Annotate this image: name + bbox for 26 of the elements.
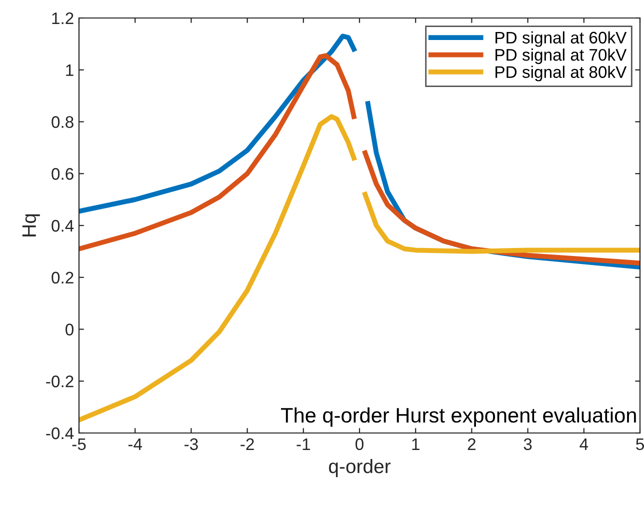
legend-label: PD signal at 60kV	[496, 31, 627, 47]
x-tick-label: -4	[128, 438, 142, 450]
y-tick-label: 0.4	[52, 220, 74, 232]
x-tick-label: -2	[240, 438, 254, 450]
y-tick-label: 0.6	[52, 168, 74, 180]
x-tick-label: 1	[412, 438, 420, 450]
x-tick-label: 0	[356, 438, 364, 450]
y-axis-title: Hq	[22, 214, 40, 236]
x-tick-label: 5	[636, 438, 644, 450]
y-tick-label: 0.8	[52, 116, 74, 128]
x-tick-label: 3	[524, 438, 532, 450]
x-tick-label: -3	[184, 438, 198, 450]
legend-label: PD signal at 80kV	[496, 66, 627, 82]
x-axis-title: q-order	[328, 458, 391, 478]
y-tick-label: 1	[66, 64, 74, 76]
x-tick-label: 2	[468, 438, 476, 450]
x-tick-label: 4	[580, 438, 588, 450]
legend-label: PD signal at 70kV	[496, 48, 627, 64]
annotation: The q-order Hurst exponent evaluation	[281, 407, 636, 427]
y-tick-label: 1.2	[52, 12, 74, 24]
x-tick-label: -5	[72, 438, 86, 450]
y-tick-label: -0.2	[46, 376, 74, 388]
y-tick-label: 0	[66, 324, 74, 336]
y-tick-label: -0.4	[46, 427, 74, 440]
x-tick-label: -1	[296, 438, 310, 450]
y-tick-label: 0.2	[52, 272, 74, 284]
